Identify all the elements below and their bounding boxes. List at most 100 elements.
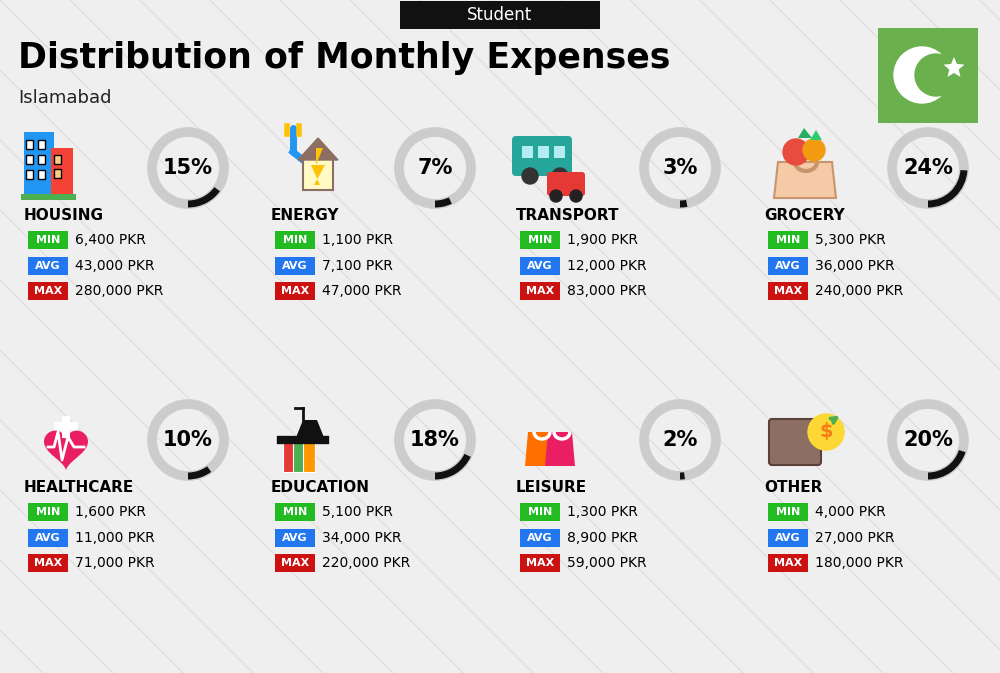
- Circle shape: [550, 190, 562, 202]
- Polygon shape: [810, 130, 822, 140]
- FancyBboxPatch shape: [275, 554, 315, 572]
- FancyBboxPatch shape: [768, 529, 808, 547]
- Text: 43,000 PKR: 43,000 PKR: [75, 259, 154, 273]
- Text: 180,000 PKR: 180,000 PKR: [815, 556, 904, 570]
- FancyBboxPatch shape: [522, 146, 533, 158]
- Text: 2%: 2%: [662, 430, 698, 450]
- Text: 11,000 PKR: 11,000 PKR: [75, 531, 155, 545]
- Text: 1,300 PKR: 1,300 PKR: [567, 505, 638, 519]
- Text: MAX: MAX: [774, 286, 802, 296]
- Text: 12,000 PKR: 12,000 PKR: [567, 259, 647, 273]
- FancyBboxPatch shape: [283, 442, 295, 472]
- Text: Distribution of Monthly Expenses: Distribution of Monthly Expenses: [18, 41, 670, 75]
- FancyBboxPatch shape: [28, 529, 68, 547]
- Text: 83,000 PKR: 83,000 PKR: [567, 284, 647, 298]
- Polygon shape: [44, 431, 88, 470]
- FancyBboxPatch shape: [520, 554, 560, 572]
- Text: AVG: AVG: [282, 261, 308, 271]
- FancyBboxPatch shape: [520, 529, 560, 547]
- Wedge shape: [928, 170, 967, 207]
- Text: MIN: MIN: [528, 235, 552, 245]
- FancyBboxPatch shape: [54, 422, 78, 430]
- Circle shape: [915, 54, 957, 96]
- Text: 5,100 PKR: 5,100 PKR: [322, 505, 393, 519]
- FancyBboxPatch shape: [51, 148, 73, 194]
- FancyBboxPatch shape: [38, 140, 45, 149]
- Text: 8,900 PKR: 8,900 PKR: [567, 531, 638, 545]
- Circle shape: [803, 139, 825, 161]
- Text: OTHER: OTHER: [764, 481, 822, 495]
- Text: 47,000 PKR: 47,000 PKR: [322, 284, 402, 298]
- FancyBboxPatch shape: [520, 231, 560, 249]
- Text: AVG: AVG: [282, 533, 308, 543]
- Wedge shape: [680, 472, 685, 479]
- Wedge shape: [188, 187, 220, 207]
- Text: AVG: AVG: [527, 261, 553, 271]
- Polygon shape: [545, 432, 575, 466]
- FancyBboxPatch shape: [54, 155, 61, 164]
- Circle shape: [570, 190, 582, 202]
- Polygon shape: [303, 142, 333, 190]
- Text: 220,000 PKR: 220,000 PKR: [322, 556, 410, 570]
- FancyBboxPatch shape: [293, 442, 305, 472]
- Text: MIN: MIN: [283, 235, 307, 245]
- FancyBboxPatch shape: [28, 503, 68, 521]
- FancyBboxPatch shape: [520, 257, 560, 275]
- FancyBboxPatch shape: [554, 146, 565, 158]
- FancyBboxPatch shape: [26, 170, 33, 179]
- Text: HOUSING: HOUSING: [24, 209, 104, 223]
- Polygon shape: [798, 128, 812, 138]
- FancyBboxPatch shape: [275, 282, 315, 300]
- FancyBboxPatch shape: [28, 231, 68, 249]
- Text: 5,300 PKR: 5,300 PKR: [815, 233, 886, 247]
- Text: 3%: 3%: [662, 158, 698, 178]
- Text: MAX: MAX: [526, 558, 554, 568]
- Text: 24%: 24%: [903, 158, 953, 178]
- Wedge shape: [435, 454, 471, 479]
- Text: MAX: MAX: [34, 286, 62, 296]
- Text: 34,000 PKR: 34,000 PKR: [322, 531, 402, 545]
- Text: 7%: 7%: [417, 158, 453, 178]
- Polygon shape: [774, 162, 836, 198]
- FancyBboxPatch shape: [538, 146, 549, 158]
- FancyBboxPatch shape: [303, 442, 315, 472]
- Text: 36,000 PKR: 36,000 PKR: [815, 259, 895, 273]
- FancyBboxPatch shape: [275, 231, 315, 249]
- Text: MAX: MAX: [526, 286, 554, 296]
- Text: MAX: MAX: [774, 558, 802, 568]
- FancyBboxPatch shape: [520, 282, 560, 300]
- Text: Islamabad: Islamabad: [18, 89, 112, 107]
- Text: MIN: MIN: [283, 507, 307, 517]
- FancyBboxPatch shape: [26, 155, 33, 164]
- Text: MIN: MIN: [528, 507, 552, 517]
- FancyBboxPatch shape: [547, 172, 585, 196]
- Text: 6,400 PKR: 6,400 PKR: [75, 233, 146, 247]
- Text: MIN: MIN: [36, 507, 60, 517]
- Text: 20%: 20%: [903, 430, 953, 450]
- Text: LEISURE: LEISURE: [516, 481, 587, 495]
- FancyBboxPatch shape: [62, 416, 70, 438]
- FancyBboxPatch shape: [54, 169, 61, 178]
- Circle shape: [552, 168, 568, 184]
- Text: 71,000 PKR: 71,000 PKR: [75, 556, 155, 570]
- FancyBboxPatch shape: [878, 28, 978, 123]
- Text: 27,000 PKR: 27,000 PKR: [815, 531, 895, 545]
- FancyBboxPatch shape: [400, 1, 600, 29]
- Text: 240,000 PKR: 240,000 PKR: [815, 284, 903, 298]
- FancyBboxPatch shape: [768, 503, 808, 521]
- Wedge shape: [435, 197, 452, 207]
- FancyBboxPatch shape: [512, 136, 572, 176]
- FancyBboxPatch shape: [275, 257, 315, 275]
- Text: 59,000 PKR: 59,000 PKR: [567, 556, 647, 570]
- Text: 280,000 PKR: 280,000 PKR: [75, 284, 163, 298]
- Text: $: $: [819, 423, 833, 441]
- FancyBboxPatch shape: [28, 257, 68, 275]
- Text: MAX: MAX: [34, 558, 62, 568]
- FancyBboxPatch shape: [26, 140, 33, 149]
- Text: AVG: AVG: [35, 261, 61, 271]
- Circle shape: [894, 47, 950, 103]
- Circle shape: [808, 414, 844, 450]
- Text: 7,100 PKR: 7,100 PKR: [322, 259, 393, 273]
- Text: ENERGY: ENERGY: [271, 209, 340, 223]
- Text: 15%: 15%: [163, 158, 213, 178]
